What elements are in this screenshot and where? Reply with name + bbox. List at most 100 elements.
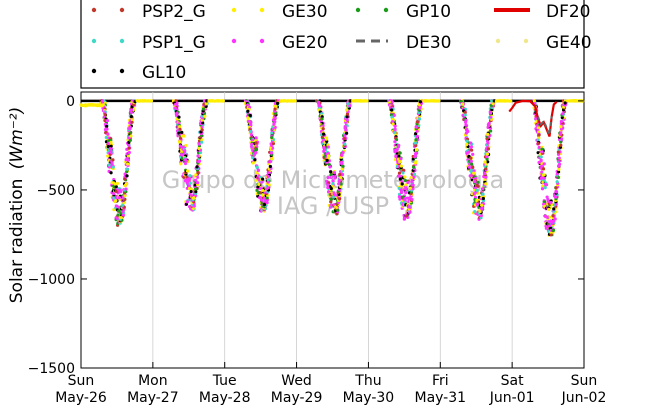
data-point <box>257 182 261 186</box>
data-point <box>275 101 280 105</box>
data-point <box>180 130 184 134</box>
data-point <box>268 164 272 169</box>
data-point <box>195 181 200 185</box>
data-point <box>121 210 125 214</box>
y-axis: 0 −500 −1000 −1500 <box>28 94 584 377</box>
data-point <box>470 148 474 152</box>
data-point <box>188 174 192 178</box>
data-point <box>539 155 543 159</box>
data-point <box>110 160 114 165</box>
data-point <box>413 155 417 159</box>
data-point <box>337 197 342 201</box>
data-point <box>329 200 333 204</box>
data-point <box>392 113 396 117</box>
data-point <box>192 196 196 200</box>
data-point <box>343 126 347 130</box>
data-point <box>254 136 258 140</box>
data-point <box>404 183 408 187</box>
data-point <box>546 199 551 203</box>
data-point <box>293 99 297 103</box>
data-point <box>552 207 556 211</box>
legend-swatch <box>259 38 265 44</box>
data-point <box>196 171 200 175</box>
data-point <box>471 152 475 156</box>
data-point <box>545 195 549 199</box>
legend-item: GE20 <box>231 33 328 53</box>
data-point <box>418 100 423 104</box>
data-point <box>326 185 330 190</box>
data-point <box>475 198 479 203</box>
data-point <box>249 120 253 125</box>
y-axis-label-text: Solar radiation <box>7 179 27 304</box>
data-point <box>403 175 407 179</box>
data-point <box>561 112 565 116</box>
data-point <box>415 151 419 155</box>
data-point <box>196 154 200 158</box>
data-point <box>397 192 402 196</box>
data-point <box>553 217 557 221</box>
data-point <box>109 150 113 154</box>
data-point <box>103 113 107 117</box>
data-point <box>194 187 198 191</box>
data-point <box>463 113 467 117</box>
data-point <box>393 150 397 154</box>
data-point <box>272 122 276 126</box>
data-point <box>485 157 489 161</box>
data-point <box>484 182 488 186</box>
data-point <box>103 128 108 132</box>
data-point <box>178 125 182 129</box>
data-point <box>542 176 546 180</box>
data-point <box>342 136 346 141</box>
data-point <box>332 171 337 175</box>
y-tick-label: −500 <box>37 183 75 199</box>
data-point <box>185 200 189 204</box>
series-line-DE30 <box>537 115 553 136</box>
legend-item: GL10 <box>91 63 186 83</box>
legend-box <box>80 0 585 89</box>
data-point <box>398 177 402 181</box>
data-point <box>114 204 118 208</box>
data-point <box>107 163 112 167</box>
data-point <box>395 147 399 151</box>
data-point <box>177 139 182 144</box>
data-point <box>345 108 349 112</box>
data-point <box>556 175 560 180</box>
data-point <box>271 141 276 146</box>
data-point <box>509 99 513 103</box>
data-point <box>340 172 344 176</box>
data-point <box>415 120 419 124</box>
legend-label: DE30 <box>406 33 451 53</box>
x-tick-label-day: Mon <box>138 373 168 389</box>
data-point <box>391 122 395 126</box>
data-point <box>418 106 422 110</box>
data-point <box>404 214 409 218</box>
data-point <box>109 144 113 148</box>
legend-swatch <box>523 38 529 44</box>
x-tick-label-date: May-31 <box>414 390 466 406</box>
data-point <box>549 232 553 237</box>
data-point <box>265 196 269 200</box>
data-point <box>480 203 484 207</box>
x-tick-label-date: May-28 <box>199 390 251 406</box>
data-point <box>532 99 536 103</box>
data-point <box>412 172 417 176</box>
data-point <box>124 182 129 186</box>
y-tick-label: −1000 <box>28 272 75 288</box>
legend-item: GE30 <box>231 2 328 22</box>
data-point <box>337 182 341 186</box>
data-point <box>471 165 475 169</box>
data-point <box>106 144 110 149</box>
data-point <box>343 142 347 146</box>
data-point <box>465 139 469 143</box>
data-point <box>194 189 198 194</box>
data-point <box>325 158 329 162</box>
data-point <box>150 99 154 103</box>
legend-swatch <box>119 68 125 74</box>
data-point <box>414 138 418 142</box>
data-point <box>125 174 129 178</box>
data-point <box>269 151 274 155</box>
x-tick-label-day: Sun <box>68 373 95 389</box>
data-point <box>345 115 349 119</box>
data-point <box>124 187 128 191</box>
